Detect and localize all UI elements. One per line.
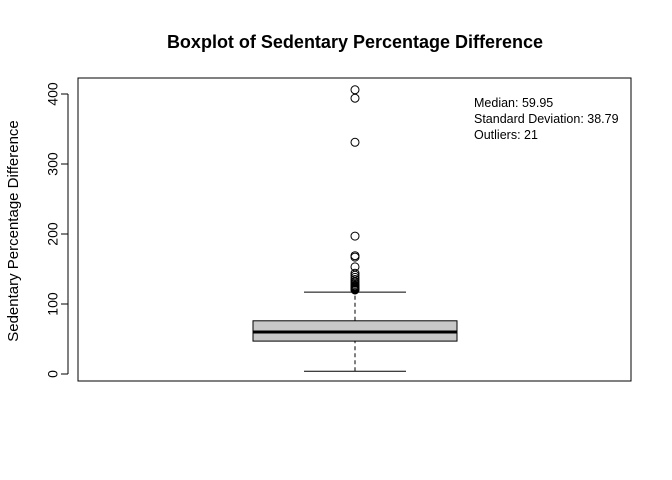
box-group — [252, 291, 458, 372]
outlier-point — [350, 285, 360, 295]
outlier-point — [350, 137, 360, 147]
annotation-box: Median: 59.95 Standard Deviation: 38.79 … — [474, 96, 619, 142]
outliers — [350, 85, 360, 295]
chart-title: Boxplot of Sedentary Percentage Differen… — [167, 32, 543, 52]
outlier-point — [350, 85, 360, 95]
annotation-median: Median: 59.95 — [474, 96, 553, 110]
plot-frame — [77, 77, 632, 382]
annotation-std-dev: Standard Deviation: 38.79 — [474, 112, 619, 126]
outlier-point — [350, 252, 360, 262]
y-axis-label: Sedentary Percentage Difference — [5, 120, 22, 342]
y-tick-label: 0 — [45, 370, 61, 378]
y-tick-label: 300 — [45, 152, 61, 176]
annotation-outliers: Outliers: 21 — [474, 128, 538, 142]
y-tick-label: 200 — [45, 222, 61, 246]
y-tick-label: 400 — [45, 82, 61, 106]
y-axis: 0 100 200 300 400 — [45, 82, 69, 378]
y-tick-label: 100 — [45, 292, 61, 316]
outlier-point — [350, 93, 360, 103]
outlier-point — [350, 231, 360, 241]
